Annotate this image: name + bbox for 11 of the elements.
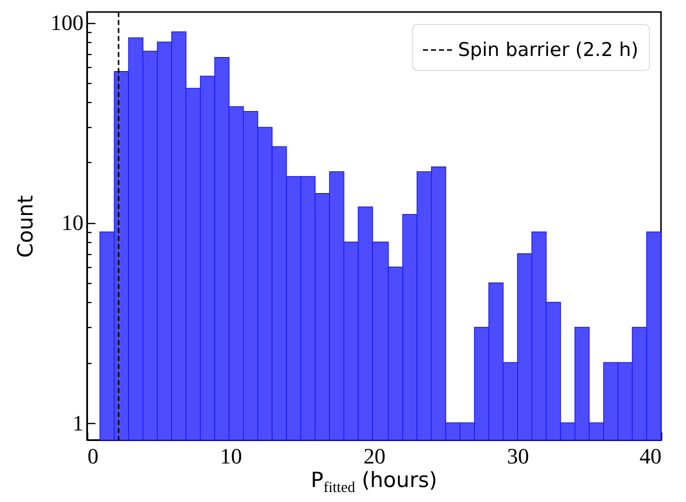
x-axis-title: P$_{fitted}$ (hours) [310, 468, 438, 498]
ref-line-label: Spin barrier (2.2 h) [458, 39, 638, 61]
x-tick-label: 40 [640, 444, 662, 468]
x-tick-label: 0 [88, 444, 98, 468]
y-tick-label: 1 [72, 410, 84, 436]
x-tick-label: 10 [220, 444, 242, 468]
x-tick-label: 30 [507, 444, 529, 468]
y-tick-label: 100 [50, 10, 84, 36]
y-axis-title: Count [14, 195, 38, 258]
y-tick-label: 10 [62, 210, 84, 236]
x-tick-label: 20 [364, 444, 386, 468]
